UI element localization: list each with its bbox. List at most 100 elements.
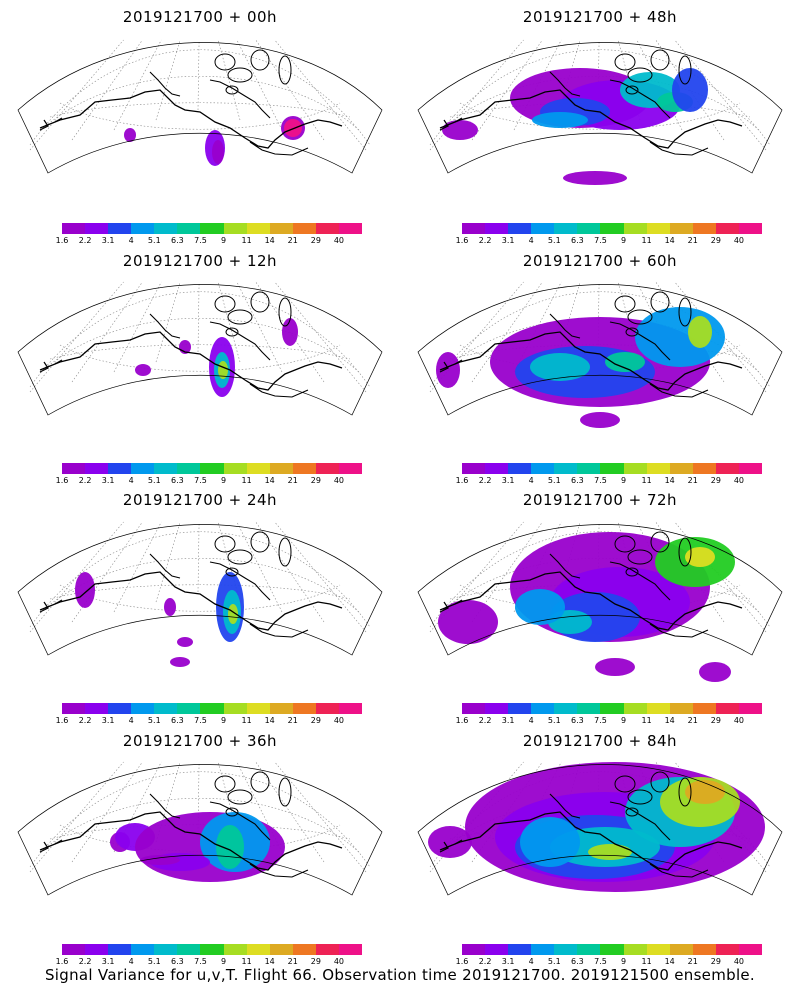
island-outline — [250, 49, 270, 71]
colorbar-swatch — [508, 223, 532, 234]
colorbar-swatch — [108, 944, 132, 955]
colorbar-tick-label: 1.6 — [455, 716, 469, 725]
colorbar-72h — [462, 703, 763, 714]
colorbar-swatch — [85, 703, 109, 714]
latitude-line — [39, 797, 361, 854]
latitude-line — [29, 531, 371, 628]
colorbar-swatch — [177, 223, 201, 234]
colorbar-swatch — [738, 223, 763, 234]
colorbar-labels-00h: 1.6 2.2 3.1 4 5.1 6.3 7.5 9 11 14 21 29 40 — [56, 236, 362, 246]
latitude-line — [39, 75, 361, 132]
colorbar-tick-label: 4 — [528, 957, 534, 966]
colorbar-tick-label: 40 — [333, 476, 345, 485]
variance-contour — [530, 353, 590, 381]
colorbar-swatch — [315, 944, 339, 955]
colorbar-swatch — [600, 944, 624, 955]
variance-contour — [699, 662, 731, 682]
colorbar-swatch — [131, 463, 155, 474]
coastline — [549, 793, 709, 878]
colorbar-tick-label: 2.2 — [478, 716, 492, 725]
colorbar-tick-label: 29 — [710, 957, 721, 966]
colorbar-tick-label: 2.2 — [78, 236, 92, 245]
colorbar-tick-label: 14 — [664, 957, 675, 966]
colorbar-tick-label: 40 — [733, 716, 745, 725]
colorbar-tick-label: 21 — [687, 716, 698, 725]
coastline — [149, 793, 309, 878]
longitude-line — [71, 39, 143, 141]
variance-contour — [428, 826, 472, 858]
figure-caption: Signal Variance for u,v,T. Flight 66. Ob… — [44, 966, 756, 984]
colorbar-swatch — [485, 703, 509, 714]
colorbar-tick-label: 40 — [333, 236, 345, 245]
island-outline — [650, 531, 670, 553]
colorbar-swatch — [715, 463, 739, 474]
island-outline — [627, 309, 653, 325]
variance-contour — [170, 657, 190, 667]
map-frame — [417, 764, 783, 896]
longitude-line — [471, 521, 543, 623]
colorbar-tick-label: 5.1 — [547, 236, 561, 245]
island-outline — [614, 295, 636, 313]
variance-contour — [216, 825, 244, 869]
island-outline — [250, 291, 270, 313]
variance-contour — [580, 412, 620, 428]
map-frame — [17, 764, 383, 896]
island-outline — [614, 775, 636, 793]
longitude-line — [113, 39, 162, 131]
colorbar-tick-label: 29 — [710, 476, 721, 485]
island-outline — [227, 789, 253, 805]
coastline — [439, 331, 743, 391]
colorbar-swatch — [223, 223, 247, 234]
colorbar-tick-label: 5.1 — [547, 957, 561, 966]
variance-contour — [563, 171, 627, 185]
colorbar-tick-label: 7.5 — [594, 957, 607, 966]
coastline — [39, 359, 63, 373]
colorbar-swatch — [462, 223, 486, 234]
colorbar-tick-label: 9 — [220, 476, 227, 485]
colorbar-swatch — [85, 223, 109, 234]
colorbar-tick-label: 29 — [310, 476, 321, 485]
island-outline — [278, 55, 292, 85]
coastline — [39, 89, 343, 149]
colorbar-tick-label: 7.5 — [594, 236, 607, 245]
colorbar-tick-label: 14 — [264, 716, 275, 725]
island-outline — [225, 567, 239, 577]
colorbar-tick-label: 29 — [310, 716, 321, 725]
variance-contour — [140, 855, 180, 865]
map-panel-84h — [417, 761, 783, 896]
map-panel-00h — [17, 39, 383, 174]
colorbar-tick-label: 3.1 — [101, 476, 115, 485]
colorbar-tick-label: 5.1 — [147, 957, 161, 966]
coastline — [39, 331, 343, 391]
colorbar-swatch — [600, 463, 624, 474]
latitude-line — [39, 317, 361, 374]
island-outline — [625, 327, 639, 337]
colorbar-swatch — [646, 223, 670, 234]
colorbar-swatch — [600, 223, 624, 234]
colorbar-swatch — [62, 463, 86, 474]
colorbar-tick-label: 21 — [287, 236, 298, 245]
island-outline — [278, 777, 292, 807]
longitude-line — [236, 761, 283, 853]
variance-contour — [672, 68, 708, 112]
colorbar-tick-label: 5.1 — [547, 716, 561, 725]
colorbar-labels-36h: 1.6 2.2 3.1 4 5.1 6.3 7.5 9 11 14 21 29 40 — [56, 957, 362, 967]
colorbar-tick-label: 1.6 — [455, 236, 469, 245]
longitude-line — [71, 761, 143, 863]
island-outline — [625, 567, 639, 577]
colorbar-tick-label: 5.1 — [147, 476, 161, 485]
colorbar-swatch — [623, 703, 647, 714]
colorbar-tick-label: 9 — [220, 716, 227, 725]
longitude-line — [71, 281, 143, 383]
island-outline — [678, 777, 692, 807]
longitude-line — [513, 521, 562, 613]
colorbar-swatch — [738, 944, 763, 955]
colorbar-tick-label: 21 — [687, 476, 698, 485]
variance-shading — [75, 572, 244, 667]
colorbar-swatch — [554, 944, 578, 955]
island-outline — [625, 807, 639, 817]
colorbar-swatch — [246, 703, 270, 714]
colorbar-tick-label: 40 — [333, 716, 345, 725]
longitude-line — [274, 281, 367, 393]
colorbar-swatch — [292, 703, 316, 714]
